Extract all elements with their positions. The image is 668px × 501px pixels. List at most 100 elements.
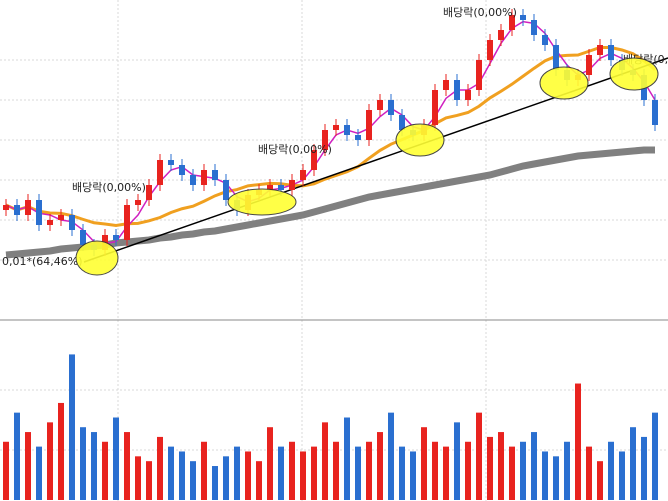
candle-body: [168, 160, 174, 165]
candle-body: [212, 170, 218, 180]
candle-body: [135, 200, 141, 205]
volume-bar: [465, 441, 471, 500]
annotation: 0,01*(64,46%): [2, 255, 83, 268]
candle-body: [157, 160, 163, 185]
volume-bar: [366, 441, 372, 500]
candle-body: [608, 45, 614, 60]
volume-bar: [36, 446, 42, 500]
volume-bar: [135, 456, 141, 500]
long-ma: [5, 146, 655, 259]
candle-body: [333, 125, 339, 130]
volume-bar: [476, 412, 482, 500]
volume-bar: [443, 446, 449, 500]
volume-bar: [597, 461, 603, 500]
volume-bar: [201, 441, 207, 500]
highlights: [75, 57, 659, 276]
volume-bar: [542, 451, 548, 500]
volume-bar: [322, 422, 328, 500]
volume-bar: [223, 456, 229, 500]
candle-body: [531, 20, 537, 35]
volume-bar: [157, 436, 163, 500]
annotation: 배당락(0,00%): [443, 6, 517, 19]
candle-body: [179, 165, 185, 175]
volume-bar: [245, 451, 251, 500]
candle-body: [586, 55, 592, 75]
candle-body: [289, 180, 295, 190]
volume-bar: [124, 432, 130, 500]
volume-bar: [630, 427, 636, 500]
volume-bar: [80, 427, 86, 500]
candle-body: [465, 90, 471, 100]
candle-body: [3, 205, 9, 210]
candle-body: [377, 100, 383, 110]
candle-body: [58, 215, 64, 220]
volume-bar: [388, 412, 394, 500]
volume-bar: [586, 446, 592, 500]
volume-bar: [3, 441, 9, 500]
volume-bar: [509, 446, 515, 500]
volume-bar: [113, 417, 119, 500]
candle-body: [388, 100, 394, 115]
candle-body: [278, 185, 284, 190]
candle-body: [80, 230, 86, 245]
candle-body: [69, 215, 75, 230]
volume-bar: [344, 417, 350, 500]
volume-bar: [311, 446, 317, 500]
annotation: 배당락(0,00%): [258, 143, 332, 156]
candle-body: [124, 205, 130, 240]
candle-body: [454, 80, 460, 100]
volume-bar: [190, 461, 196, 500]
volume-bar: [520, 441, 526, 500]
candle-body: [553, 45, 559, 70]
volume-bar: [267, 427, 273, 500]
candle-body: [355, 135, 361, 140]
candle-body: [487, 40, 493, 60]
volume-bar: [619, 451, 625, 500]
volume-bar: [300, 451, 306, 500]
candle-body: [498, 30, 504, 40]
candle-body: [25, 200, 31, 215]
candle-body: [443, 80, 449, 90]
candle-body: [267, 185, 273, 190]
volume-bar: [377, 432, 383, 500]
candle-body: [597, 45, 603, 55]
volume-bar: [69, 354, 75, 500]
volume-bar: [333, 441, 339, 500]
volume-bar: [553, 456, 559, 500]
volume-bar: [531, 432, 537, 500]
candle-body: [14, 205, 20, 215]
volume-bar: [399, 446, 405, 500]
candle-body: [432, 90, 438, 125]
volume-bar: [146, 461, 152, 500]
volume-bar: [47, 422, 53, 500]
candle-body: [300, 170, 306, 180]
volume-bar: [454, 422, 460, 500]
volume-bar: [641, 436, 647, 500]
volume-bar: [58, 402, 64, 500]
volume-bar: [410, 451, 416, 500]
candle-body: [311, 150, 317, 170]
volume-bar: [432, 441, 438, 500]
candle-body: [47, 220, 53, 225]
volume-bar: [487, 436, 493, 500]
volume-bar: [498, 432, 504, 500]
volume-bar: [564, 441, 570, 500]
volume-bar: [652, 412, 658, 500]
candle-body: [223, 180, 229, 200]
candle-body: [399, 115, 405, 130]
volume-bar: [278, 446, 284, 500]
candle-body: [190, 175, 196, 185]
candle-body: [344, 125, 350, 135]
candle-body: [509, 15, 515, 30]
candle-body: [36, 200, 42, 225]
volume-bar: [575, 383, 581, 500]
volume-bar: [102, 441, 108, 500]
candle-body: [113, 235, 119, 240]
candle-body: [201, 170, 207, 185]
candle-body: [520, 15, 526, 20]
volume-bar: [355, 446, 361, 500]
volume-bar: [91, 432, 97, 500]
candle-body: [146, 185, 152, 200]
